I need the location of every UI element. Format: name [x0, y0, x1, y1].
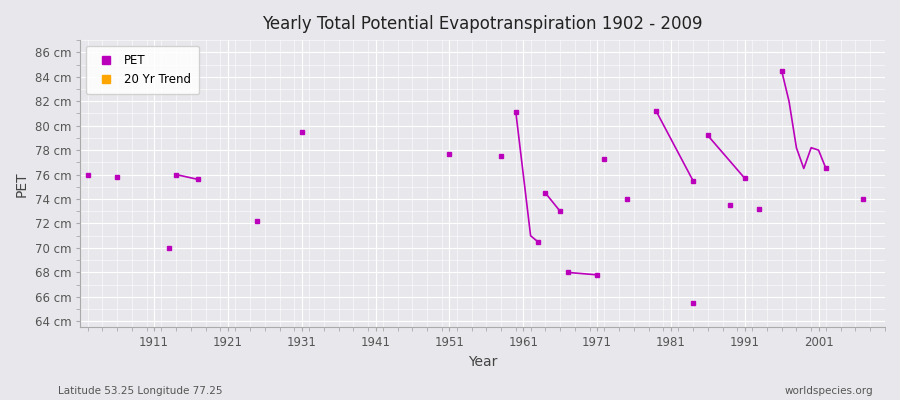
Legend: PET, 20 Yr Trend: PET, 20 Yr Trend	[86, 46, 199, 94]
Y-axis label: PET: PET	[15, 171, 29, 196]
X-axis label: Year: Year	[468, 355, 498, 369]
Title: Yearly Total Potential Evapotranspiration 1902 - 2009: Yearly Total Potential Evapotranspiratio…	[263, 15, 703, 33]
Text: Latitude 53.25 Longitude 77.25: Latitude 53.25 Longitude 77.25	[58, 386, 223, 396]
Text: worldspecies.org: worldspecies.org	[785, 386, 873, 396]
